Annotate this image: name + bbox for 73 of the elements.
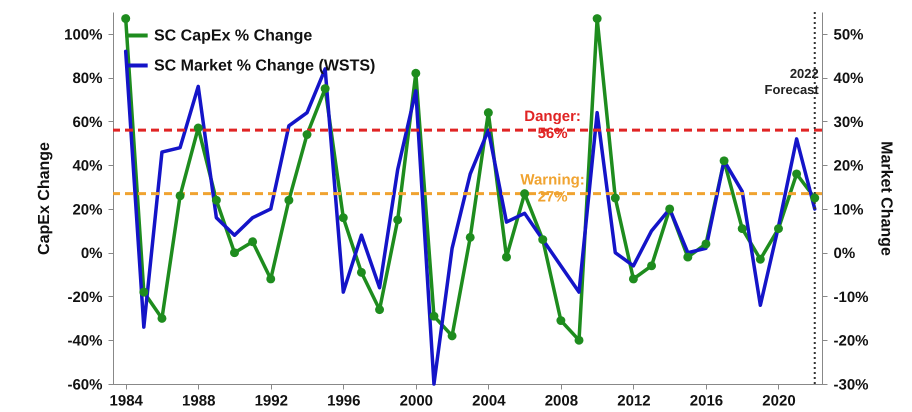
point — [266, 274, 276, 284]
point — [466, 232, 475, 242]
point — [610, 194, 620, 202]
x-tick-label: 2008 — [544, 392, 578, 410]
point — [756, 254, 765, 264]
point — [176, 191, 185, 200]
y-tick-label: -60% — [67, 376, 102, 394]
y2-tick-label: 20% — [834, 158, 864, 175]
point — [194, 124, 203, 132]
point — [556, 316, 566, 326]
point — [284, 196, 294, 205]
point — [411, 68, 420, 78]
x-tick-label: 2020 — [762, 392, 796, 410]
x-tick-label: 1992 — [254, 392, 288, 410]
x-tick-label: 1996 — [327, 392, 360, 410]
point — [338, 213, 348, 222]
point — [520, 189, 530, 198]
y2-tick-label: -30% — [834, 376, 869, 394]
point — [121, 14, 130, 24]
legend-label: SC CapEx % Change — [154, 28, 312, 44]
x-tick-label: 1988 — [182, 392, 216, 410]
point — [683, 252, 692, 262]
point — [320, 84, 330, 94]
y2-tick-label: -20% — [834, 332, 869, 350]
x-tick-label: 2016 — [690, 392, 724, 410]
y-tick-label: 80% — [72, 70, 102, 88]
x-tick-label: 2004 — [472, 392, 506, 410]
point — [157, 314, 166, 323]
point — [448, 331, 457, 340]
point — [393, 215, 402, 224]
y-tick-label: -40% — [67, 332, 102, 350]
point — [139, 288, 148, 297]
point — [212, 196, 221, 205]
point — [738, 224, 747, 234]
point — [429, 312, 438, 321]
y2-tick-label: 30% — [834, 114, 864, 131]
y2-axis-title: Market Change — [878, 141, 895, 256]
x-tick-label: 2000 — [400, 392, 434, 410]
point — [792, 169, 802, 178]
point — [356, 268, 366, 277]
ref-line-label: 2022 Forecast — [764, 66, 820, 97]
point — [647, 261, 656, 270]
point — [302, 130, 312, 140]
point — [774, 224, 783, 234]
point — [248, 237, 258, 246]
y2-tick-label: 40% — [834, 70, 864, 88]
y-axis-title: CapEx Change — [36, 142, 54, 255]
point — [665, 204, 674, 214]
y-tick-label: 0% — [80, 245, 102, 262]
point — [701, 239, 710, 248]
point — [538, 235, 548, 244]
point — [628, 274, 638, 284]
legend-label: SC Market % Change (WSTS) — [154, 58, 376, 74]
x-tick-label: 2012 — [617, 392, 651, 410]
line-series — [124, 50, 816, 386]
point — [810, 194, 820, 202]
point — [574, 336, 584, 345]
y-tick-label: 20% — [72, 201, 102, 218]
point — [484, 108, 493, 118]
y2-tick-label: 10% — [834, 201, 864, 218]
y-tick-label: -20% — [67, 288, 102, 306]
y2-tick-label: 0% — [834, 245, 856, 262]
y2-tick-label: -10% — [834, 288, 869, 306]
y2-tick-label: 50% — [834, 26, 864, 44]
point — [502, 252, 511, 262]
x-tick-label: 1984 — [110, 392, 144, 410]
y-tick-label: 100% — [64, 26, 102, 44]
y-tick-label: 60% — [72, 114, 102, 131]
point — [375, 305, 384, 314]
point — [720, 156, 729, 166]
point — [230, 248, 239, 258]
y-tick-label: 40% — [72, 158, 102, 175]
point — [592, 14, 602, 24]
